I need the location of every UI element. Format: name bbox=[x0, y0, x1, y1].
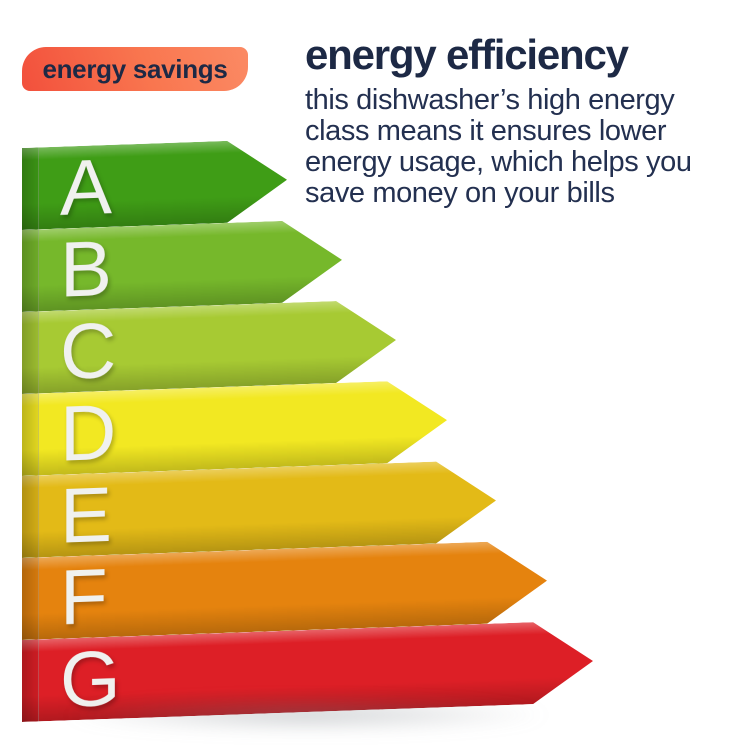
rating-arrow-a: A bbox=[22, 139, 287, 230]
grade-letter: F bbox=[60, 552, 108, 642]
badge-label: energy savings bbox=[42, 53, 228, 84]
grade-letter: B bbox=[60, 223, 113, 314]
arrow-side-face bbox=[22, 147, 39, 230]
grade-letter: D bbox=[60, 387, 117, 478]
arrow-side-face bbox=[22, 311, 39, 394]
description-line-2: class means it ensures lower bbox=[305, 115, 667, 148]
description-line-4: save money on your bills bbox=[305, 177, 615, 210]
grade-letter: C bbox=[60, 305, 117, 396]
description: this dishwasher’s high energy class mean… bbox=[305, 85, 750, 209]
energy-savings-badge: energy savings bbox=[22, 47, 248, 91]
description-line-1: this dishwasher’s high energy bbox=[305, 84, 675, 117]
floor-shadow bbox=[0, 692, 680, 738]
arrow-side-face bbox=[22, 557, 39, 640]
arrow-side-face bbox=[22, 475, 39, 558]
page-title: energy efficiency bbox=[305, 31, 629, 78]
arrow-side-face bbox=[22, 229, 39, 312]
grade-letter: E bbox=[60, 469, 113, 560]
header: energy efficiency this dishwasher’s high… bbox=[305, 31, 750, 209]
arrow-side-face bbox=[22, 393, 39, 476]
grade-letter: A bbox=[60, 141, 113, 232]
rating-arrow-c: C bbox=[22, 299, 396, 394]
rating-arrow-b: B bbox=[22, 219, 342, 312]
rating-arrow-d: D bbox=[22, 379, 447, 476]
rating-arrow-e: E bbox=[22, 459, 496, 558]
description-line-3: energy usage, which helps you bbox=[305, 146, 692, 179]
